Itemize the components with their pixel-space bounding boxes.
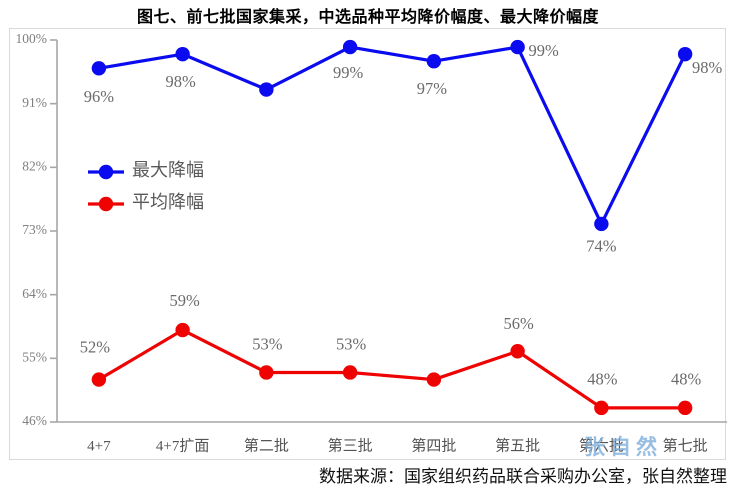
x-tick-label-4: 第四批 (411, 436, 456, 454)
x-tick-label-0: 4+7 (87, 438, 111, 454)
series-line-1 (98, 328, 686, 410)
series-1-data-label-1: 59% (170, 291, 201, 310)
y-tick-label-3: 73% (22, 222, 47, 237)
legend-item-label-0: 最大降幅 (132, 160, 204, 180)
source-note: 数据来源：国家组织药品联合采购办公室，张自然整理 (319, 467, 727, 486)
series-1-data-label-2: 53% (252, 334, 283, 353)
y-tick-label-1: 91% (22, 95, 47, 110)
x-tick-label-3: 第三批 (328, 436, 373, 454)
y-tick-label-2: 82% (22, 158, 47, 173)
series-1-point-4 (426, 372, 442, 387)
x-tick-label-6: 第六批 (579, 436, 624, 454)
series-0-point-6 (594, 216, 609, 232)
series-0-point-3 (342, 39, 358, 55)
series-1-point-5 (510, 344, 525, 359)
series-0-data-label-5: 99% (529, 41, 560, 60)
series-0-point-1 (175, 46, 190, 62)
series-1-data-label-3: 53% (336, 334, 367, 353)
series-line-0 (98, 45, 687, 226)
x-tick-label-1: 4+7扩面 (156, 437, 209, 454)
chart-title: 图七、前七批国家集采，中选品种平均降价幅度、最大降价幅度 (136, 9, 599, 26)
plot-frame (9, 28, 726, 460)
series-0-point-2 (259, 82, 274, 97)
y-tick-label-6: 46% (22, 413, 47, 428)
series-0-data-label-7: 98% (692, 58, 723, 77)
series-0-data-label-3: 99% (333, 63, 364, 82)
x-tick-label-2: 第二批 (244, 436, 289, 454)
series-0-data-label-6: 74% (586, 237, 617, 256)
series-1-point-1 (175, 322, 190, 338)
y-tick-label-5: 55% (22, 349, 47, 364)
series-0-point-0 (91, 61, 107, 76)
series-1-point-3 (342, 365, 358, 380)
y-tick-label-4: 64% (22, 286, 47, 301)
series-1-point-2 (259, 365, 274, 380)
x-tick-label-5: 第五批 (495, 436, 540, 454)
x-tick-label-7: 第七批 (663, 436, 708, 454)
series-1-point-6 (594, 400, 609, 416)
watermark-text: 张自然 (584, 435, 662, 459)
legend-marker-dot-0 (98, 164, 114, 180)
series-1-point-7 (677, 400, 693, 416)
legend-item-label-1: 平均降幅 (132, 192, 204, 212)
series-1-data-label-6: 48% (587, 370, 618, 389)
series-0-point-7 (677, 46, 693, 62)
series-1-data-label-7: 48% (671, 370, 702, 389)
series-0-data-label-1: 98% (166, 72, 197, 91)
series-0-point-5 (510, 39, 525, 55)
series-0-point-4 (426, 54, 442, 69)
series-1-point-0 (91, 372, 107, 387)
series-0-data-label-0: 96% (84, 87, 115, 106)
series-0-data-label-4: 97% (417, 79, 448, 98)
series-1-data-label-5: 56% (504, 314, 535, 333)
series-1-data-label-0: 52% (80, 337, 111, 356)
legend-marker-dot-1 (98, 196, 114, 212)
y-tick-label-0: 100% (16, 31, 48, 46)
